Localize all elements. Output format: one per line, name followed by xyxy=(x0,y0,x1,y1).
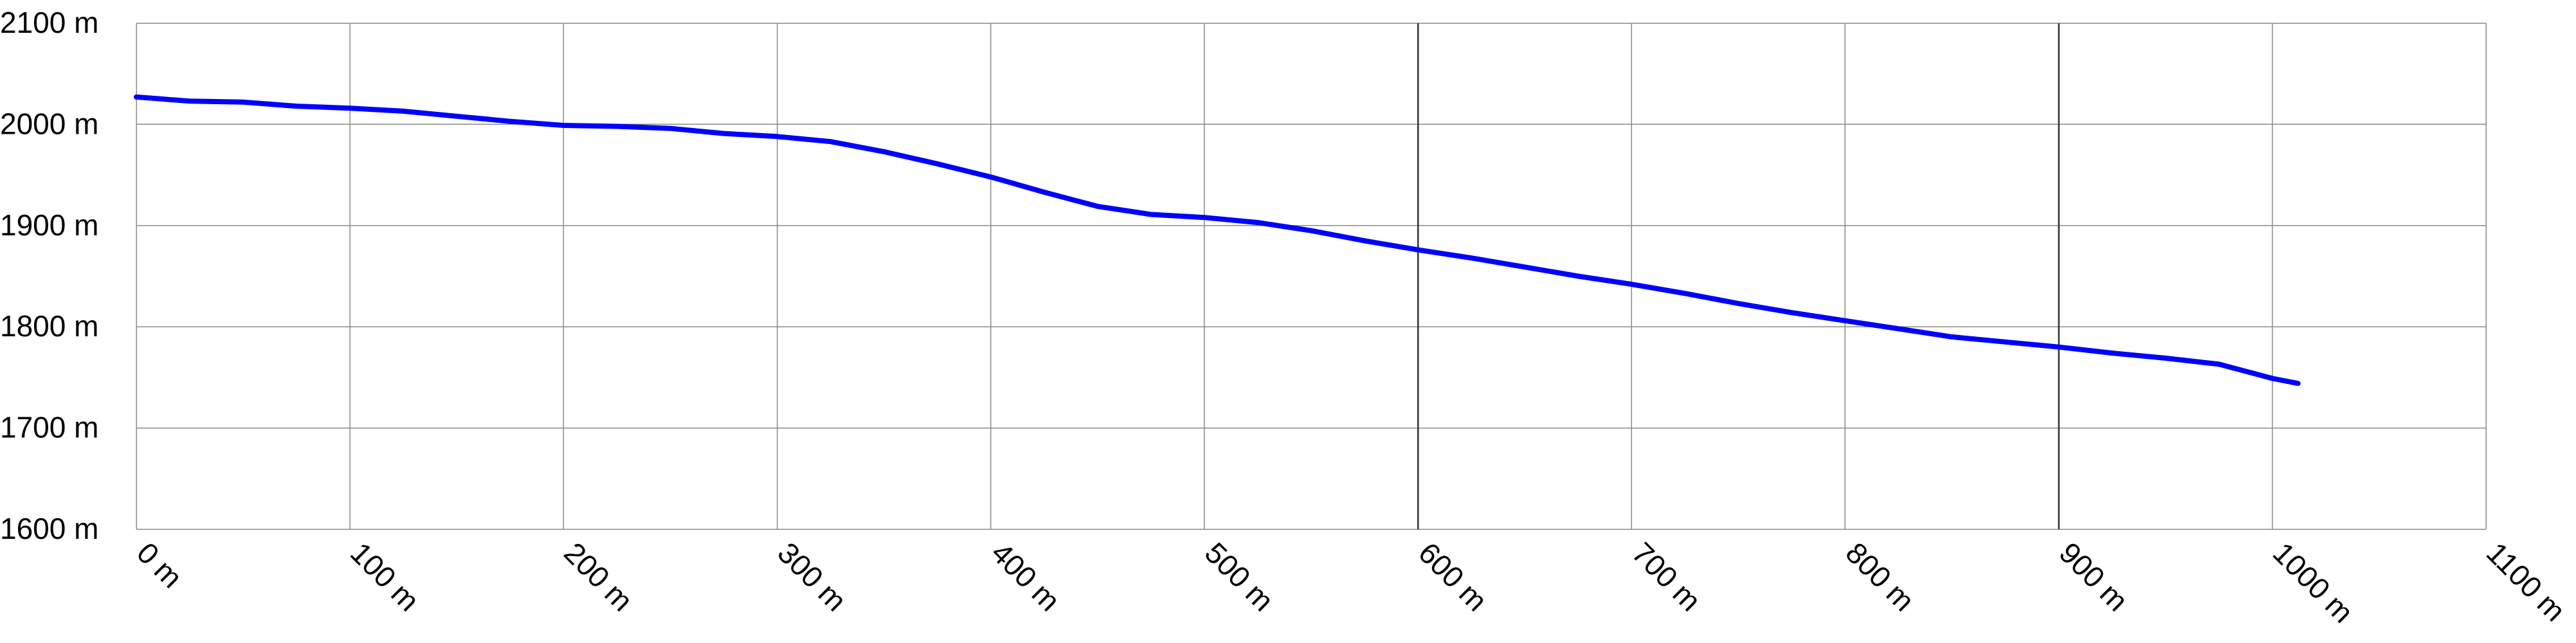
x-tick-label: 0 m xyxy=(131,536,189,594)
x-tick-label: 300 m xyxy=(771,536,853,617)
y-gridlines xyxy=(136,23,2486,530)
elevation-line xyxy=(134,94,2301,386)
y-axis-tick-labels: 1600 m 1700 m 1800 m 1900 m 2000 m 2100 m xyxy=(0,6,98,545)
x-tick-label: 500 m xyxy=(1199,536,1280,617)
x-tick-label: 900 m xyxy=(2053,536,2135,617)
x-tick-label: 600 m xyxy=(1412,536,1494,617)
y-tick-label: 2100 m xyxy=(0,6,98,39)
y-tick-label: 1800 m xyxy=(0,309,98,343)
x-tick-label: 700 m xyxy=(1626,536,1707,617)
y-tick-label: 2000 m xyxy=(0,107,98,140)
y-tick-label: 1600 m xyxy=(0,512,98,545)
x-tick-label: 1100 m xyxy=(2480,536,2572,628)
x-tick-label: 400 m xyxy=(985,536,1067,617)
x-tick-label: 200 m xyxy=(558,536,639,617)
x-tick-label: 100 m xyxy=(344,536,426,617)
x-axis-tick-labels: 0 m 100 m 200 m 300 m 400 m 500 m 600 m 700 m 80… xyxy=(131,536,2572,629)
y-tick-label: 1900 m xyxy=(0,208,98,242)
x-tick-label: 800 m xyxy=(1839,536,1921,617)
x-tick-label: 1000 m xyxy=(2267,536,2360,629)
series-group xyxy=(134,94,2301,386)
y-tick-label: 1700 m xyxy=(0,411,98,444)
x-gridlines xyxy=(136,23,2487,529)
